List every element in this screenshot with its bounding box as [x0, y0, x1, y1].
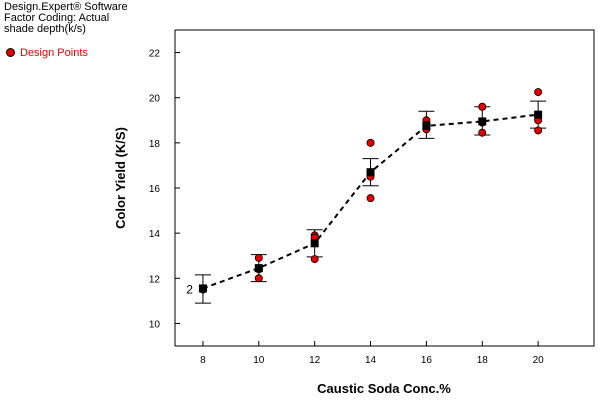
design-point: [254, 253, 263, 262]
x-tick-label: 14: [365, 355, 377, 366]
design-point: [534, 126, 543, 135]
x-axis-title: Caustic Soda Conc.%: [317, 381, 451, 396]
y-axis-title: Color Yield (K/S): [113, 127, 128, 229]
software-name: Design.Expert® Software: [4, 1, 128, 13]
y-tick-label: 16: [149, 184, 161, 195]
prediction-point: [198, 284, 207, 293]
design-point: [366, 138, 375, 147]
design-point: [534, 88, 543, 97]
legend: Design Points: [6, 47, 88, 59]
software-info: Design.Expert® Software Factor Coding: A…: [4, 2, 128, 35]
design-point: [478, 102, 487, 111]
design-point-marker-icon: [6, 48, 15, 57]
prediction-point: [366, 168, 375, 177]
y-tick-label: 14: [149, 229, 161, 240]
y-tick-label: 18: [149, 139, 161, 150]
prediction-point: [422, 121, 431, 130]
x-tick-label: 12: [309, 355, 321, 366]
legend-design-points-label: Design Points: [20, 47, 88, 59]
prediction-point: [254, 264, 263, 273]
design-point-count-label: 2: [186, 283, 193, 297]
y-tick-label: 12: [149, 274, 161, 285]
x-tick-label: 20: [533, 355, 545, 366]
x-tick-label: 16: [421, 355, 433, 366]
design-point: [478, 128, 487, 137]
design-point: [366, 194, 375, 203]
plot-area: [174, 29, 595, 347]
prediction-point: [478, 117, 487, 126]
y-tick-label: 10: [149, 319, 161, 330]
x-tick-label: 8: [200, 355, 206, 366]
response-name: shade depth(k/s): [4, 23, 86, 35]
x-tick-label: 10: [253, 355, 265, 366]
y-tick-label: 22: [149, 49, 161, 60]
factor-coding: Factor Coding: Actual: [4, 12, 110, 24]
prediction-point: [534, 110, 543, 119]
x-tick-label: 18: [477, 355, 489, 366]
design-point: [310, 255, 319, 264]
y-tick-label: 20: [149, 94, 161, 105]
prediction-point: [310, 239, 319, 248]
design-point: [254, 274, 263, 283]
